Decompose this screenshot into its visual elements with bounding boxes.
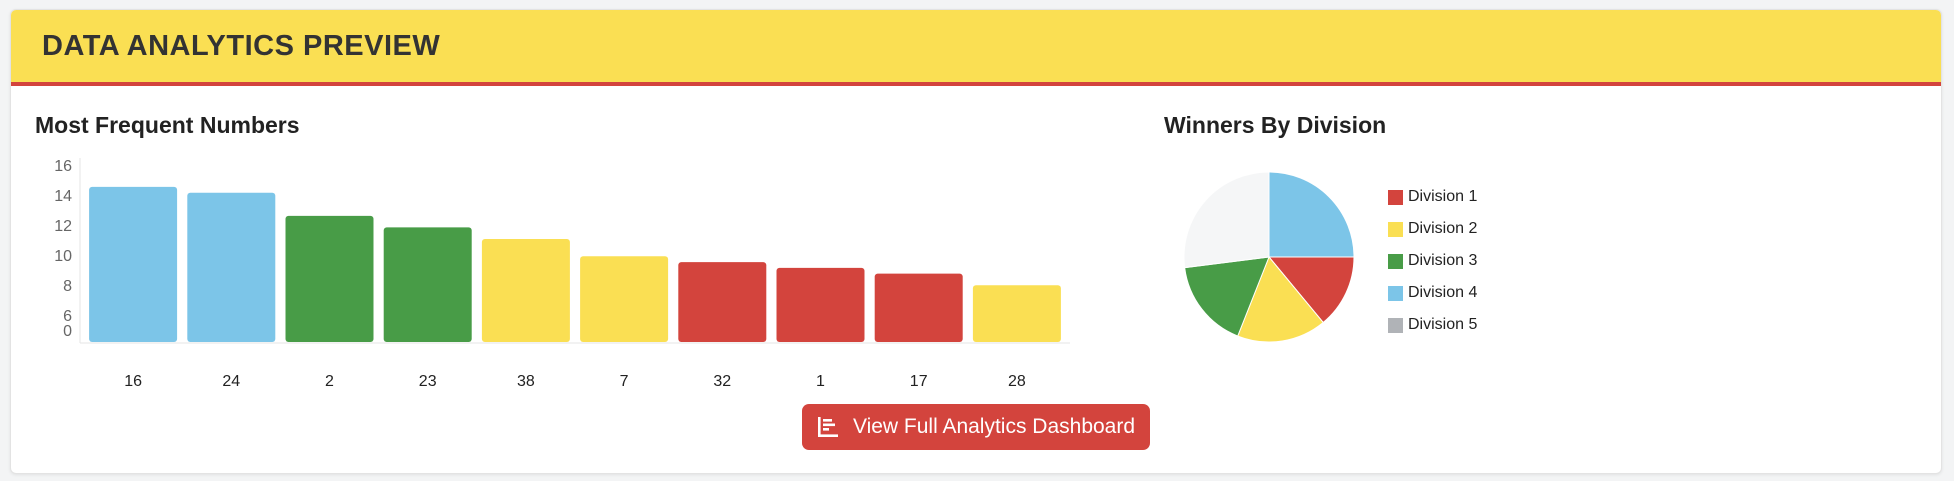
pie-slice-division-4[interactable] bbox=[1268, 171, 1355, 258]
legend-swatch bbox=[1388, 285, 1403, 301]
view-dashboard-button[interactable]: View Full Analytics Dashboard bbox=[802, 404, 1150, 450]
bar-28[interactable] bbox=[972, 285, 1061, 342]
legend-label: Division 2 bbox=[1408, 220, 1478, 237]
pie-slice-division-1[interactable] bbox=[1267, 256, 1355, 324]
y-tick-label: 0 bbox=[63, 323, 72, 340]
y-tick-label: 8 bbox=[63, 278, 72, 295]
bar-2[interactable] bbox=[285, 215, 374, 342]
bar-23[interactable] bbox=[383, 227, 472, 342]
bar-32[interactable] bbox=[678, 262, 767, 342]
legend-item-division-3[interactable]: Division 3 bbox=[1388, 245, 1477, 277]
legend-label: Division 3 bbox=[1408, 252, 1478, 269]
legend-label: Division 5 bbox=[1408, 316, 1478, 333]
x-tick-label: 7 bbox=[620, 373, 629, 390]
x-tick-label: 38 bbox=[517, 373, 535, 390]
bar-1[interactable] bbox=[776, 267, 865, 342]
y-tick-label: 14 bbox=[54, 188, 72, 205]
y-tick-label: 10 bbox=[54, 248, 72, 265]
legend-swatch bbox=[1388, 221, 1403, 237]
bar-17[interactable] bbox=[874, 273, 963, 342]
pie-slice-division-3[interactable] bbox=[1184, 256, 1270, 337]
legend-label: Division 4 bbox=[1408, 284, 1478, 301]
bar-7[interactable] bbox=[580, 256, 669, 342]
legend-item-division-1[interactable]: Division 1 bbox=[1388, 181, 1477, 213]
legend-item-division-5[interactable]: Division 5 bbox=[1388, 309, 1477, 341]
x-tick-label: 2 bbox=[325, 373, 334, 390]
pie-slice-division-2[interactable] bbox=[1237, 256, 1324, 343]
legend-swatch bbox=[1388, 253, 1403, 269]
y-tick-label: 12 bbox=[54, 218, 72, 235]
bar-38[interactable] bbox=[481, 238, 570, 342]
pie-slice-remainder[interactable] bbox=[1183, 171, 1270, 269]
x-tick-label: 32 bbox=[713, 373, 731, 390]
x-tick-label: 23 bbox=[419, 373, 437, 390]
card-title: DATA ANALYTICS PREVIEW bbox=[42, 29, 441, 62]
legend-swatch bbox=[1388, 189, 1403, 205]
legend-item-division-4[interactable]: Division 4 bbox=[1388, 277, 1477, 309]
card-header: DATA ANALYTICS PREVIEW bbox=[11, 10, 1941, 86]
bar-24[interactable] bbox=[187, 192, 276, 342]
bar-16[interactable] bbox=[89, 186, 178, 342]
legend-swatch bbox=[1388, 317, 1403, 333]
x-tick-label: 1 bbox=[816, 373, 825, 390]
x-tick-label: 16 bbox=[124, 373, 142, 390]
x-tick-label: 17 bbox=[910, 373, 928, 390]
x-tick-label: 24 bbox=[222, 373, 240, 390]
y-tick-label: 16 bbox=[54, 158, 72, 175]
pie-chart-title: Winners By Division bbox=[1164, 112, 1387, 138]
pie-legend: Division 1 Division 2 Division 3 Division 4… bbox=[1388, 181, 1477, 341]
y-tick-label: 6 bbox=[63, 308, 72, 325]
legend-label: Division 1 bbox=[1408, 188, 1478, 205]
x-tick-label: 28 bbox=[1008, 373, 1026, 390]
chart-bar-icon bbox=[817, 416, 839, 438]
legend-item-division-2[interactable]: Division 2 bbox=[1388, 213, 1477, 245]
view-dashboard-label: View Full Analytics Dashboard bbox=[852, 415, 1136, 438]
bar-chart-title: Most Frequent Numbers bbox=[35, 112, 300, 138]
